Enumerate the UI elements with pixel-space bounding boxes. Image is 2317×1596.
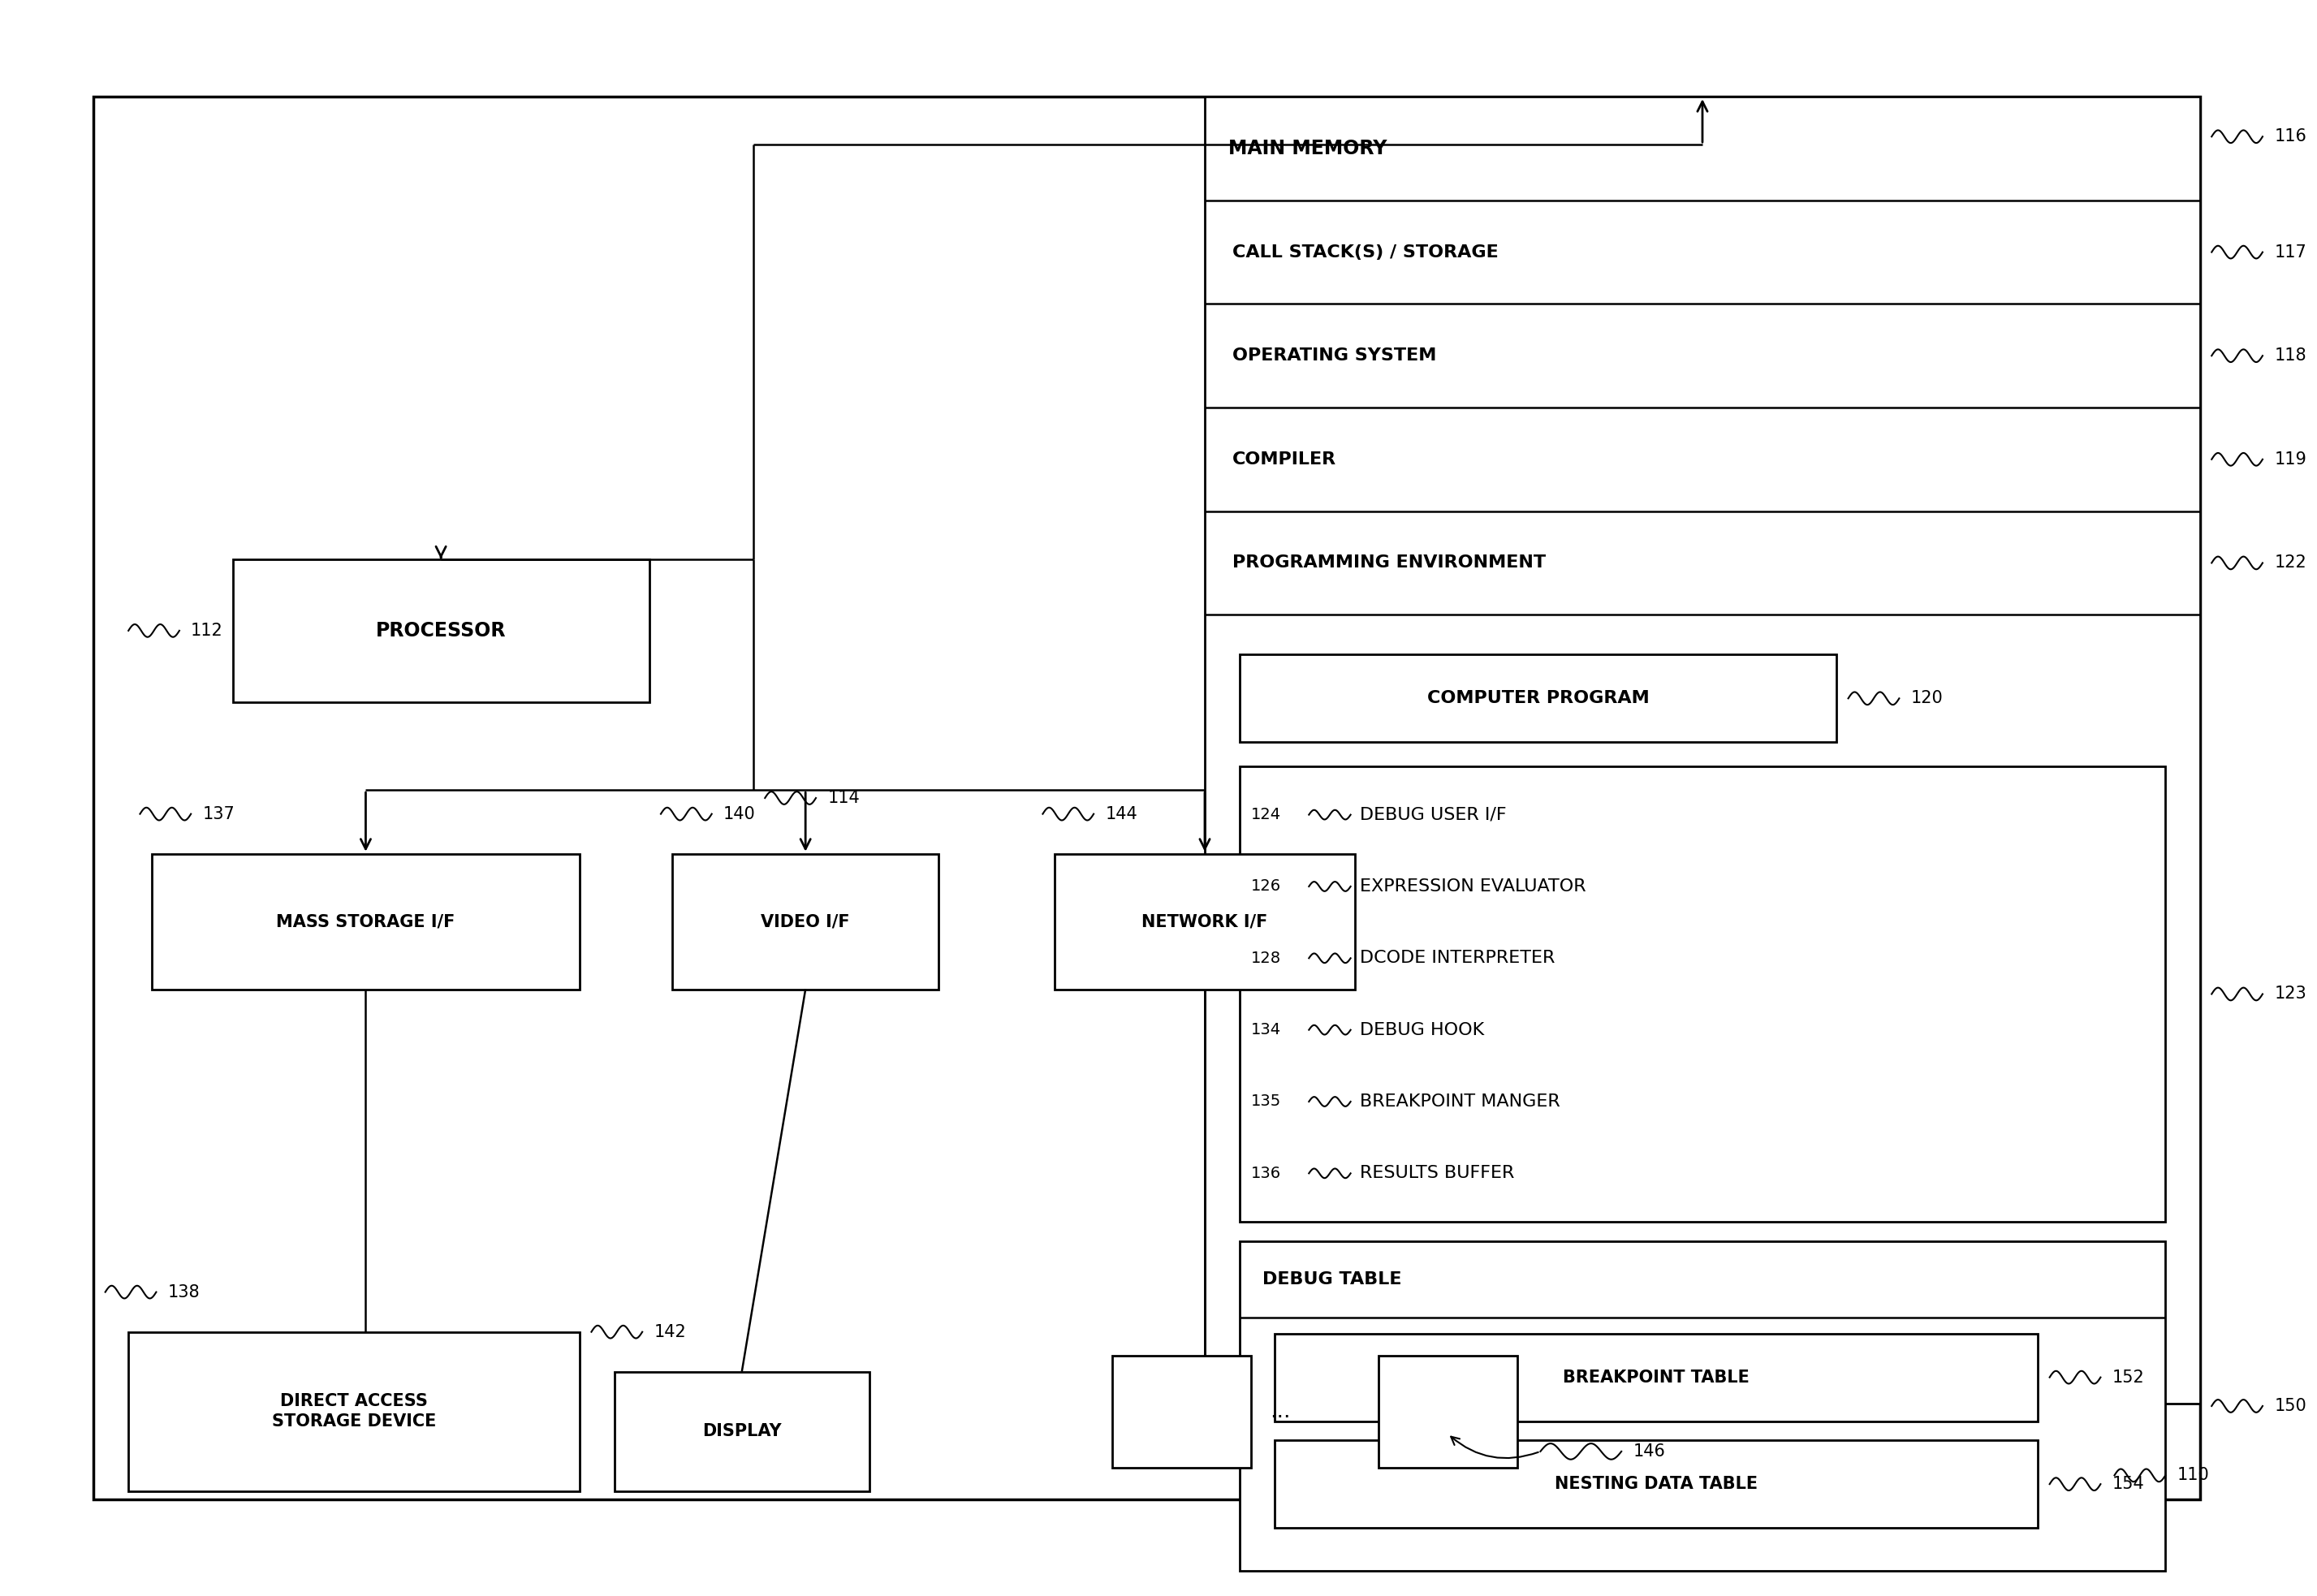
Text: DEBUG TABLE: DEBUG TABLE bbox=[1263, 1270, 1402, 1288]
Text: RESULTS BUFFER: RESULTS BUFFER bbox=[1360, 1165, 1515, 1181]
Text: PROGRAMMING ENVIRONMENT: PROGRAMMING ENVIRONMENT bbox=[1233, 555, 1545, 571]
Text: 120: 120 bbox=[1912, 691, 1944, 707]
Text: 122: 122 bbox=[2275, 555, 2305, 571]
Text: NETWORK I/F: NETWORK I/F bbox=[1142, 913, 1267, 929]
Text: 114: 114 bbox=[827, 790, 860, 806]
Text: 152: 152 bbox=[2113, 1369, 2146, 1385]
Text: BREAKPOINT TABLE: BREAKPOINT TABLE bbox=[1564, 1369, 1749, 1385]
Text: 123: 123 bbox=[2275, 986, 2305, 1002]
Text: NESTING DATA TABLE: NESTING DATA TABLE bbox=[1555, 1476, 1759, 1492]
Bar bbox=[1240, 766, 2166, 1223]
Bar bbox=[93, 97, 2201, 1499]
Bar bbox=[614, 1371, 869, 1491]
Text: 112: 112 bbox=[190, 622, 222, 638]
Bar bbox=[1379, 1357, 1518, 1467]
Bar bbox=[151, 854, 579, 990]
Text: 144: 144 bbox=[1105, 806, 1138, 822]
Text: 119: 119 bbox=[2275, 452, 2305, 468]
Bar bbox=[127, 1333, 579, 1491]
Text: 154: 154 bbox=[2113, 1476, 2146, 1492]
Text: 116: 116 bbox=[2275, 128, 2305, 145]
Text: CALL STACK(S) / STORAGE: CALL STACK(S) / STORAGE bbox=[1233, 244, 1499, 260]
Text: 126: 126 bbox=[1251, 879, 1281, 894]
Text: 128: 128 bbox=[1251, 951, 1281, 966]
Text: COMPILER: COMPILER bbox=[1233, 452, 1337, 468]
Text: 110: 110 bbox=[2178, 1467, 2208, 1483]
Text: DEBUG HOOK: DEBUG HOOK bbox=[1360, 1021, 1485, 1037]
Text: 124: 124 bbox=[1251, 808, 1281, 822]
Text: 117: 117 bbox=[2275, 244, 2305, 260]
Bar bbox=[672, 854, 938, 990]
Text: DCODE INTERPRETER: DCODE INTERPRETER bbox=[1360, 950, 1555, 966]
Bar bbox=[1054, 854, 1355, 990]
Text: DISPLAY: DISPLAY bbox=[702, 1424, 781, 1440]
Text: 140: 140 bbox=[723, 806, 755, 822]
Text: VIDEO I/F: VIDEO I/F bbox=[760, 913, 850, 929]
Text: OPERATING SYSTEM: OPERATING SYSTEM bbox=[1233, 348, 1437, 364]
Text: EXPRESSION EVALUATOR: EXPRESSION EVALUATOR bbox=[1360, 878, 1587, 895]
Bar bbox=[1205, 97, 2201, 1403]
Text: 146: 146 bbox=[1633, 1443, 1666, 1460]
Text: PROCESSOR: PROCESSOR bbox=[375, 621, 505, 640]
Text: 136: 136 bbox=[1251, 1165, 1281, 1181]
Text: 142: 142 bbox=[653, 1323, 686, 1341]
Text: 135: 135 bbox=[1251, 1093, 1281, 1109]
Text: 138: 138 bbox=[167, 1283, 199, 1301]
Text: 137: 137 bbox=[202, 806, 234, 822]
Bar bbox=[1274, 1440, 2039, 1527]
Text: 150: 150 bbox=[2275, 1398, 2305, 1414]
Text: MAIN MEMORY: MAIN MEMORY bbox=[1228, 139, 1386, 158]
Text: COMPUTER PROGRAM: COMPUTER PROGRAM bbox=[1427, 691, 1650, 707]
Text: MASS STORAGE I/F: MASS STORAGE I/F bbox=[276, 913, 454, 929]
Text: DIRECT ACCESS
STORAGE DEVICE: DIRECT ACCESS STORAGE DEVICE bbox=[271, 1393, 436, 1430]
Bar bbox=[1240, 654, 1837, 742]
Text: ...: ... bbox=[1270, 1401, 1291, 1422]
Bar bbox=[1274, 1334, 2039, 1420]
Text: 134: 134 bbox=[1251, 1021, 1281, 1037]
Bar bbox=[1240, 1242, 2166, 1570]
Text: BREAKPOINT MANGER: BREAKPOINT MANGER bbox=[1360, 1093, 1559, 1109]
Text: 118: 118 bbox=[2275, 348, 2305, 364]
Bar bbox=[1112, 1357, 1251, 1467]
Bar bbox=[232, 559, 649, 702]
Text: DEBUG USER I/F: DEBUG USER I/F bbox=[1360, 806, 1506, 824]
